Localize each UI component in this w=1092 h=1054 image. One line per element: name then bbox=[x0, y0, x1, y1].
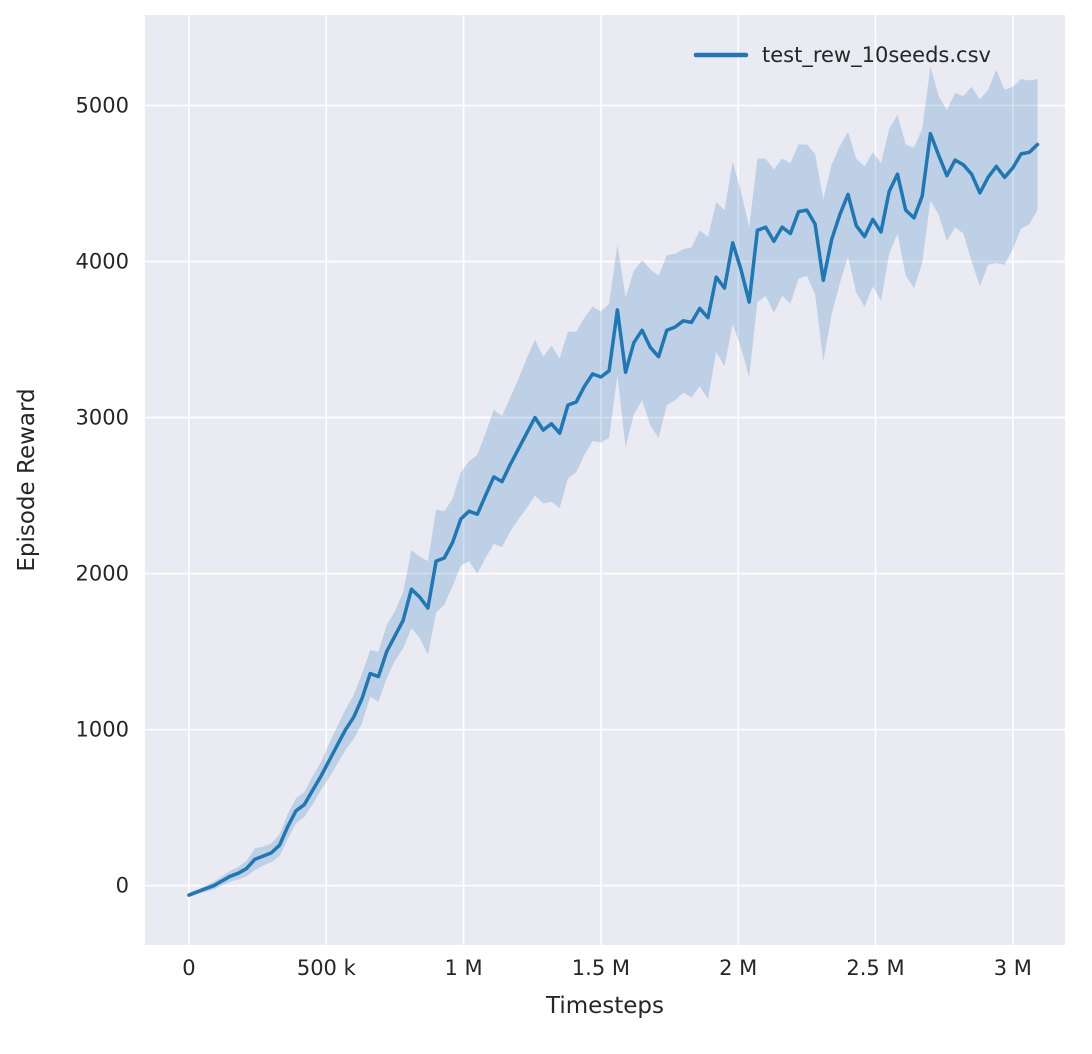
x-tick-label: 500 k bbox=[297, 956, 357, 980]
gridlines bbox=[145, 15, 1065, 945]
legend: test_rew_10seeds.csv bbox=[693, 43, 991, 68]
y-tick-labels: 0 1000 2000 3000 4000 5000 bbox=[76, 94, 129, 898]
x-tick-label: 2.5 M bbox=[846, 956, 904, 980]
y-tick-label: 3000 bbox=[76, 406, 129, 430]
x-tick-labels: 0 500 k 1 M 1.5 M 2 M 2.5 M 3 M bbox=[182, 956, 1032, 980]
x-tick-label: 0 bbox=[182, 956, 195, 980]
y-tick-label: 5000 bbox=[76, 94, 129, 118]
x-tick-label: 1 M bbox=[445, 956, 483, 980]
y-tick-label: 0 bbox=[116, 874, 129, 898]
y-tick-label: 1000 bbox=[76, 718, 129, 742]
y-tick-label: 4000 bbox=[76, 250, 129, 274]
plot-background bbox=[145, 15, 1065, 945]
mean-reward-line bbox=[187, 131, 1040, 897]
y-axis-label: Episode Reward bbox=[14, 388, 40, 571]
x-tick-label: 1.5 M bbox=[572, 956, 630, 980]
legend-label: test_rew_10seeds.csv bbox=[762, 43, 991, 68]
y-tick-label: 2000 bbox=[76, 562, 129, 586]
x-axis-label: Timesteps bbox=[545, 993, 664, 1019]
x-tick-label: 2 M bbox=[719, 956, 757, 980]
x-tick-label: 3 M bbox=[994, 956, 1032, 980]
